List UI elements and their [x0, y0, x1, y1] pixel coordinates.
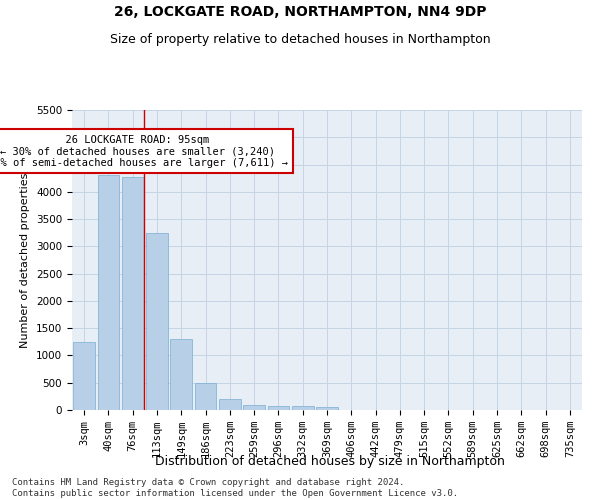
Text: 26, LOCKGATE ROAD, NORTHAMPTON, NN4 9DP: 26, LOCKGATE ROAD, NORTHAMPTON, NN4 9DP — [114, 5, 486, 19]
Bar — [97, 176, 119, 410]
Bar — [292, 406, 314, 410]
Bar — [194, 384, 217, 410]
Bar — [316, 408, 338, 410]
Bar — [243, 404, 265, 410]
Text: Contains HM Land Registry data © Crown copyright and database right 2024.
Contai: Contains HM Land Registry data © Crown c… — [12, 478, 458, 498]
Bar — [268, 406, 289, 410]
Bar — [146, 232, 168, 410]
Text: 26 LOCKGATE ROAD: 95sqm  
← 30% of detached houses are smaller (3,240)
70% of se: 26 LOCKGATE ROAD: 95sqm ← 30% of detache… — [0, 134, 287, 168]
Y-axis label: Number of detached properties: Number of detached properties — [20, 172, 31, 348]
Bar — [73, 342, 95, 410]
Text: Size of property relative to detached houses in Northampton: Size of property relative to detached ho… — [110, 32, 490, 46]
Bar — [170, 339, 192, 410]
Bar — [219, 399, 241, 410]
Bar — [122, 177, 143, 410]
Text: Distribution of detached houses by size in Northampton: Distribution of detached houses by size … — [155, 455, 505, 468]
